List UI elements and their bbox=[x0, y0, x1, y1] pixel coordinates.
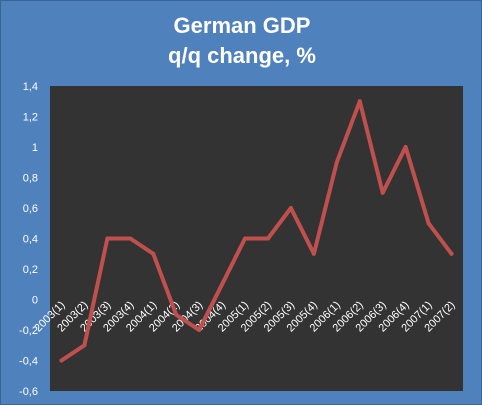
data-point bbox=[334, 160, 339, 165]
chart-title: German GDP q/q change, % bbox=[1, 11, 482, 71]
y-tick-label: -0,4 bbox=[19, 356, 38, 368]
chart-title-line: German GDP bbox=[173, 13, 311, 38]
y-tick-label: 0,4 bbox=[23, 234, 38, 246]
data-point bbox=[174, 312, 179, 317]
data-point bbox=[151, 251, 156, 256]
y-tick-label: -0,2 bbox=[19, 325, 38, 337]
y-axis-ticks: -0,6 -0,4 -0,2 0 0,2 0,4 0,6 0,8 1 1,2 1,4 bbox=[19, 81, 38, 398]
data-point bbox=[311, 251, 316, 256]
data-point bbox=[380, 190, 385, 195]
data-point bbox=[403, 145, 408, 149]
chart-subtitle: q/q change, % bbox=[168, 43, 316, 68]
data-point bbox=[197, 328, 202, 332]
y-tick-label: 0 bbox=[32, 295, 38, 307]
data-point bbox=[220, 282, 225, 287]
y-tick-label: 0,2 bbox=[23, 264, 38, 276]
y-tick-label: 0,8 bbox=[23, 173, 38, 185]
y-tick-label: 1 bbox=[32, 142, 38, 154]
y-tick-label: -0,6 bbox=[19, 386, 38, 398]
y-tick-label: 1,2 bbox=[23, 112, 38, 124]
data-point bbox=[105, 236, 110, 241]
data-point bbox=[357, 99, 362, 104]
y-tick-label: 0,6 bbox=[23, 203, 38, 215]
data-point bbox=[59, 358, 64, 363]
data-point bbox=[128, 236, 133, 241]
data-point bbox=[426, 221, 431, 226]
data-point bbox=[449, 251, 454, 256]
series-line bbox=[59, 99, 454, 363]
y-tick-label: 1,4 bbox=[23, 81, 38, 93]
data-point bbox=[82, 343, 87, 348]
data-point bbox=[243, 236, 248, 241]
data-point bbox=[288, 206, 293, 210]
data-point bbox=[265, 236, 270, 241]
